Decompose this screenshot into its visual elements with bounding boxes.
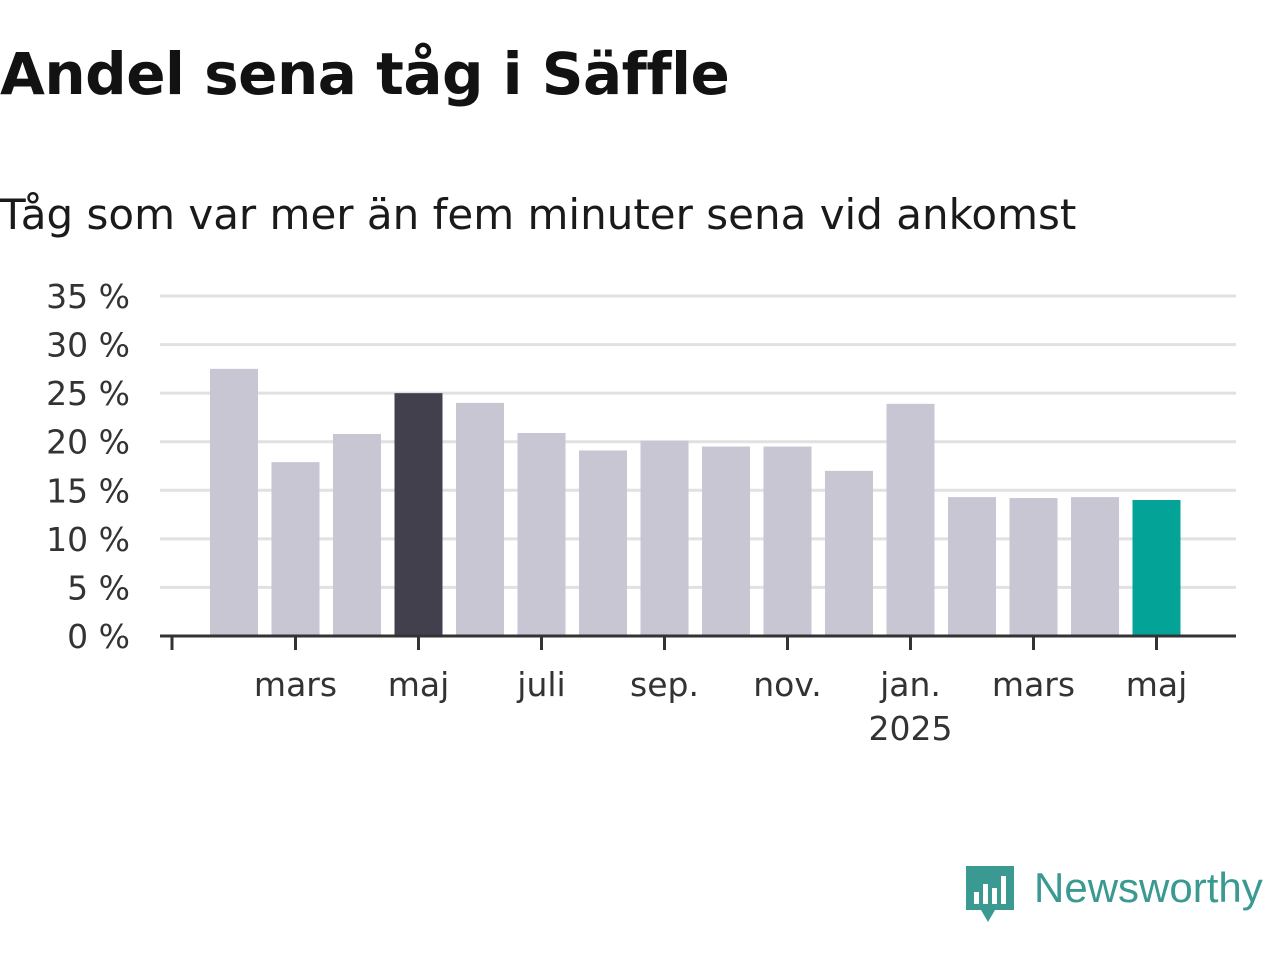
bar-2024-03 (271, 462, 320, 636)
bar-2024-10 (702, 446, 750, 636)
chart-title: Andel sena tåg i Säffle (0, 40, 730, 108)
bar-2025-01 (886, 403, 935, 636)
y-axis-labels: 0 % 5 % 10 % 15 % 20 % 25 % 30 % 35 % (46, 277, 130, 656)
x-tick-label: nov. (753, 665, 822, 704)
bar-2025-02 (948, 497, 996, 636)
y-tick-label: 20 % (46, 423, 130, 462)
bar-2025-03 (1009, 498, 1058, 636)
bar-2024-09 (640, 440, 689, 636)
x-tick-label: juli (516, 665, 565, 704)
bar-2025-05 (1132, 500, 1181, 636)
x-axis-labels: mars maj juli sep. nov. jan. 2025 mars maj (254, 665, 1187, 748)
bar-2024-02 (210, 368, 258, 636)
y-tick-label: 0 % (67, 617, 130, 656)
x-tick-label: maj (388, 665, 450, 704)
y-tick-label: 15 % (46, 471, 130, 510)
x-tick-label: maj (1126, 665, 1188, 704)
y-tick-label: 30 % (46, 326, 130, 365)
bar-chart: 0 % 5 % 10 % 15 % 20 % 25 % 30 % 35 % mars maj ju… (46, 277, 1236, 748)
y-tick-label: 10 % (46, 520, 130, 559)
x-tick-label: mars (254, 665, 337, 704)
bars (210, 368, 1181, 636)
bar-2024-11 (763, 446, 812, 636)
bar-2024-06 (456, 402, 504, 636)
bar-2024-07 (517, 432, 566, 636)
bar-2024-12 (825, 470, 873, 636)
x-axis (160, 634, 1236, 650)
x-tick-sublabel: 2025 (869, 709, 953, 748)
x-tick-label: mars (992, 665, 1075, 704)
bar-2024-08 (579, 450, 627, 636)
brand-name: Newsworthy (1034, 864, 1263, 911)
bar-2024-05 (394, 393, 443, 636)
x-tick-label: sep. (630, 665, 699, 704)
y-tick-label: 5 % (67, 568, 130, 607)
chart-subtitle: Tåg som var mer än fem minuter sena vid … (0, 190, 1077, 239)
y-tick-label: 35 % (46, 277, 130, 316)
brand-logo: Newsworthy (964, 864, 1263, 928)
x-tick-label: jan. (879, 665, 941, 704)
bar-2025-04 (1071, 497, 1119, 636)
newsworthy-logo-icon (966, 866, 1014, 922)
y-tick-label: 25 % (46, 374, 130, 413)
bar-2024-04 (333, 433, 381, 636)
